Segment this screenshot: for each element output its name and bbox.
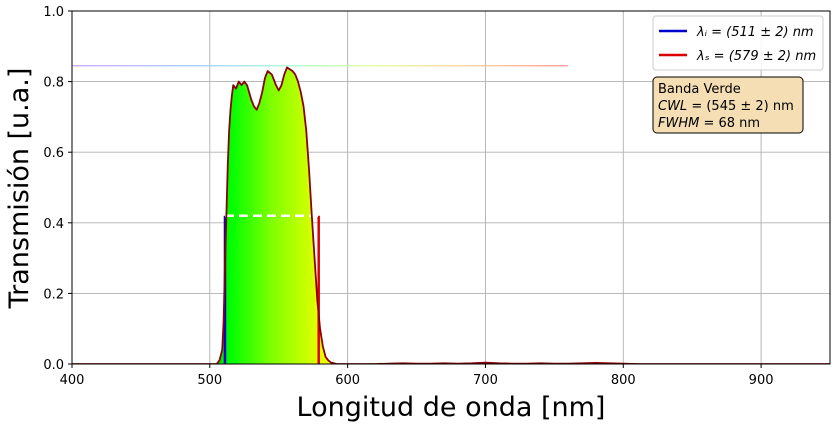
x-axis: 400 500 600 700 800 900 [60, 364, 774, 388]
info-box-cwl-value: = (545 ± 2) nm [687, 99, 794, 114]
legend: λᵢ = (511 ± 2) nm λₛ = (579 ± 2) nm [652, 15, 824, 71]
legend-label-lambda-i: λᵢ = (511 ± 2) nm [696, 25, 814, 40]
x-axis-title: Longitud de onda [nm] [297, 392, 606, 423]
transmission-fill [72, 67, 830, 364]
info-box: Banda Verde CWL = (545 ± 2) nm FWHM = 68… [652, 76, 804, 134]
plot-frame [71, 10, 831, 365]
info-box-fwhm-value: = 68 nm [699, 116, 760, 131]
info-box-cwl: CWL = (545 ± 2) nm [658, 99, 794, 114]
y-tick-label: 0.4 [43, 217, 64, 232]
info-box-cwl-label: CWL [658, 99, 687, 114]
y-axis-title: Transmisión [u.a.] [4, 68, 35, 310]
x-tick-label: 400 [60, 373, 85, 388]
y-tick-label: 0.0 [43, 358, 64, 373]
transmission-line [72, 66, 830, 364]
y-tick-label: 0.6 [43, 146, 64, 161]
info-box-fwhm-label: FWHM [658, 116, 699, 131]
x-tick-label: 600 [335, 373, 360, 388]
x-tick-label: 500 [197, 373, 222, 388]
info-box-title: Banda Verde [658, 82, 741, 97]
y-tick-label: 0.2 [43, 287, 64, 302]
y-tick-label: 1.0 [43, 5, 64, 20]
legend-label-lambda-s: λₛ = (579 ± 2) nm [696, 49, 816, 64]
legend-box [652, 15, 824, 71]
y-tick-label: 0.8 [43, 76, 64, 91]
info-box-background [652, 76, 804, 134]
y-axis: 0.0 0.2 0.4 0.6 0.8 1.0 [43, 5, 72, 373]
info-box-fwhm: FWHM = 68 nm [658, 116, 760, 131]
series-layer [72, 66, 830, 364]
x-tick-label: 900 [749, 373, 774, 388]
x-tick-label: 700 [473, 373, 498, 388]
x-tick-label: 800 [611, 373, 636, 388]
fill-area [72, 67, 830, 364]
